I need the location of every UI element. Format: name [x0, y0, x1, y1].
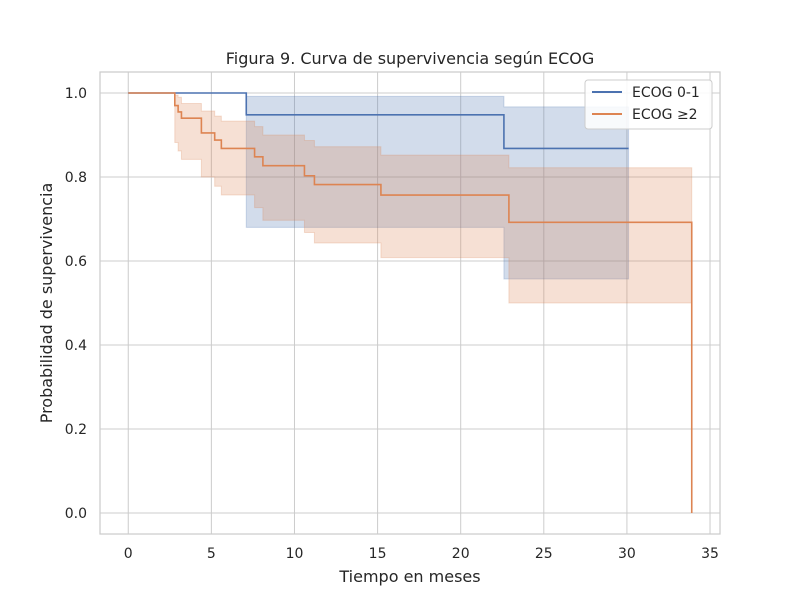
x-tick-label: 30 [618, 546, 636, 562]
y-tick-label: 0.4 [65, 338, 87, 354]
x-tick-label: 0 [124, 546, 133, 562]
x-axis-label: Tiempo en meses [338, 567, 480, 586]
y-tick-label: 1.0 [65, 86, 87, 102]
x-tick-label: 35 [701, 546, 719, 562]
survival-line-ecog-0-1 [128, 92, 629, 150]
x-tick-label: 20 [452, 546, 470, 562]
grid-lines [100, 72, 720, 534]
legend-label-ecog-2-plus: ECOG ≥2 [632, 107, 698, 123]
legend-label-ecog-0-1: ECOG 0-1 [632, 85, 700, 101]
legend: ECOG 0-1 ECOG ≥2 [584, 79, 713, 130]
chart-title: Figura 9. Curva de supervivencia según E… [226, 49, 594, 68]
x-tick-label: 5 [207, 546, 216, 562]
x-tick-label: 15 [369, 546, 387, 562]
y-axis-label: Probabilidad de supervivencia [37, 183, 56, 424]
y-tick-label: 0.8 [65, 170, 87, 186]
survival-lines [128, 92, 693, 513]
plot-area-frame [99, 71, 721, 535]
y-tick-label: 0.2 [65, 422, 87, 438]
survival-line-ecog-2-plus [128, 92, 693, 513]
x-tick-label: 25 [535, 546, 553, 562]
x-tick-labels: 0 5 10 15 20 25 30 35 [124, 546, 719, 562]
y-tick-label: 0.0 [65, 506, 87, 522]
y-tick-labels: 0.0 0.2 0.4 0.6 0.8 1.0 [65, 86, 87, 522]
y-tick-label: 0.6 [65, 254, 87, 270]
x-tick-label: 10 [286, 546, 304, 562]
